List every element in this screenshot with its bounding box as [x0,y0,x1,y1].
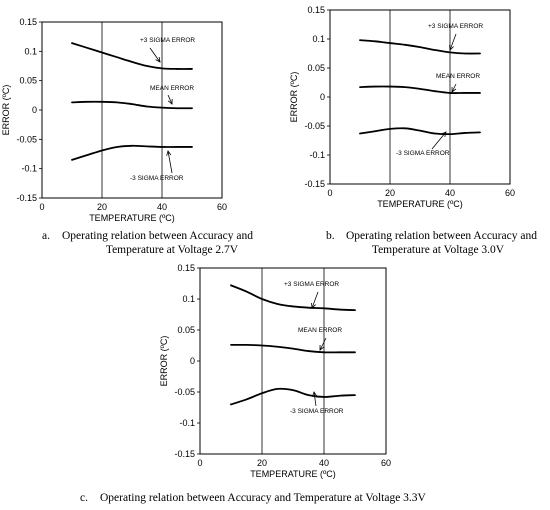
caption-a: a. Operating relation between Accuracy an… [42,229,302,257]
annotation-arrow-a-plus3 [149,47,161,63]
y-tick-label-c-2: 0.05 [177,325,195,335]
x-tick-label-b-1: 20 [385,188,395,198]
caption-c-line1: Operating relation between Accuracy and … [100,492,426,504]
series-line-c-mean [230,343,356,354]
y-axis-label-c: ERROR (ºC) [159,336,169,387]
annotation-a-plus3: +3 SIGMA ERROR [140,37,195,44]
x-tick-label-a-0: 0 [39,202,44,212]
y-axis-label-a: ERROR (ºC) [1,85,11,136]
y-tick-label-c-6: -0.15 [174,449,195,459]
caption-a-line1: Operating relation between Accuracy and [62,230,253,242]
y-tick-label-b-3: 0 [320,92,325,102]
y-tick-label-b-4: -0.05 [304,121,325,131]
series-line-c-minus3 [230,387,356,406]
annotation-arrowhead-a-plus3 [155,57,161,63]
x-axis-label-c: TEMPERATURE (ºC) [250,469,336,479]
series-line-c-plus3 [230,284,356,312]
y-tick-label-b-1: 0.1 [312,34,325,44]
annotation-b-mean: MEAN ERROR [436,73,480,80]
annotation-c-plus3: +3 SIGMA ERROR [284,281,339,288]
annotation-arrow-a-minus3 [167,150,173,174]
x-tick-label-a-1: 20 [97,202,107,212]
y-tick-label-a-6: -0.15 [16,193,37,203]
annotation-b-minus3: -3 SIGMA ERROR [396,150,450,157]
y-tick-label-c-1: 0.1 [182,294,195,304]
series-line-b-plus3 [359,39,481,55]
annotation-arrow-a-mean [167,94,173,105]
annotation-arrowhead-c-plus3 [311,302,316,309]
caption-b: b. Operating relation between Accuracy an… [326,229,550,257]
annotation-arrow-b-minus3 [431,131,447,150]
x-tick-label-c-0: 0 [197,458,202,468]
x-tick-label-a-2: 40 [157,202,167,212]
caption-a-line2: Temperature at Voltage 2.7V [105,244,239,256]
x-tick-label-c-1: 20 [257,458,267,468]
y-tick-label-a-4: -0.05 [16,134,37,144]
x-tick-label-a-3: 60 [217,202,227,212]
y-tick-label-c-3: 0 [190,356,195,366]
y-tick-label-b-6: -0.15 [304,179,325,189]
x-axis-label-a: TEMPERATURE (ºC) [89,213,175,223]
y-tick-label-c-5: -0.1 [179,418,195,428]
y-tick-label-a-5: -0.1 [21,164,37,174]
y-tick-label-b-0: 0.15 [307,5,325,15]
x-axis-label-b: TEMPERATURE (ºC) [377,199,463,209]
annotation-c-mean: MEAN ERROR [298,327,342,334]
caption-c: c. Operating relation between Accuracy an… [80,491,540,505]
y-tick-label-a-1: 0.1 [24,46,37,56]
x-tick-label-c-3: 60 [381,458,391,468]
x-tick-label-b-0: 0 [327,188,332,198]
caption-b-line1: Operating relation between Accuracy and [346,230,537,242]
annotation-arrowhead-b-mean [451,86,457,93]
annotation-b-plus3: +3 SIGMA ERROR [428,23,483,30]
annotation-arrowhead-b-minus3 [441,131,447,137]
y-tick-label-b-2: 0.05 [307,63,325,73]
series-line-a-mean [71,100,193,110]
annotation-arrow-c-plus3 [311,291,319,309]
caption-c-letter: c. [80,492,88,504]
y-tick-label-a-0: 0.15 [19,17,37,27]
series-line-b-mean [359,85,481,94]
y-tick-label-b-5: -0.1 [309,150,325,160]
x-tick-label-c-2: 40 [319,458,329,468]
series-line-b-minus3 [359,127,481,136]
annotation-a-minus3: -3 SIGMA ERROR [130,175,184,182]
annotation-c-minus3: -3 SIGMA ERROR [290,408,344,415]
annotation-arrowhead-b-plus3 [449,44,454,51]
annotation-a-mean: MEAN ERROR [150,85,194,92]
annotation-arrowhead-c-minus3 [312,391,318,397]
y-tick-label-a-3: 0 [32,105,37,115]
caption-b-letter: b. [326,230,335,242]
y-tick-label-c-0: 0.15 [177,263,195,273]
x-tick-label-b-3: 60 [505,188,515,198]
caption-a-letter: a. [42,230,50,242]
annotation-arrowhead-c-mean [319,344,325,351]
annotation-arrowhead-a-mean [167,98,173,105]
plot-frame-c [199,267,387,455]
annotation-arrow-b-plus3 [449,33,457,51]
y-tick-label-a-2: 0.05 [19,76,37,86]
annotation-arrow-b-mean [451,83,457,93]
annotation-arrow-c-mean [319,337,327,351]
annotation-arrow-c-minus3 [313,391,317,407]
series-line-a-minus3 [71,144,193,161]
y-tick-label-c-4: -0.05 [174,387,195,397]
y-axis-label-b: ERROR (ºC) [289,72,299,123]
annotation-arrowhead-a-minus3 [166,150,172,156]
caption-b-line2: Temperature at Voltage 3.0V [371,244,505,256]
x-tick-label-b-2: 40 [445,188,455,198]
series-line-a-plus3 [71,42,193,70]
